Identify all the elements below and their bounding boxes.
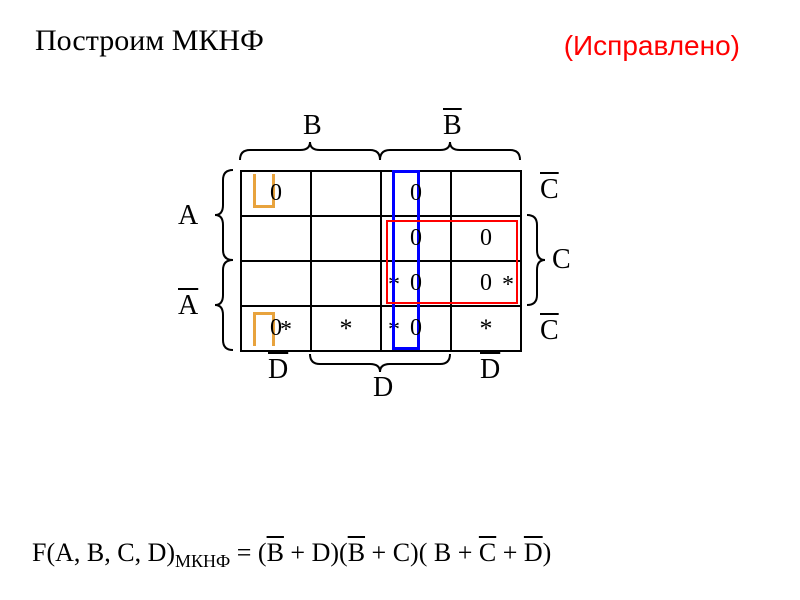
- cell-3-0: 0*: [241, 306, 311, 351]
- cell-2-3: 0*: [451, 261, 521, 306]
- cell-2-2: *0: [381, 261, 451, 306]
- label-cbar-top: C: [540, 174, 559, 206]
- kmap-table: 0 0 0 0 *0 0* 0* * *0 *: [240, 170, 522, 352]
- cell-3-3: *: [451, 306, 521, 351]
- label-dbar-right: D: [480, 354, 500, 386]
- cell-0-0: 0: [241, 171, 311, 216]
- cell-1-0: [241, 216, 311, 261]
- brace-left-a: [215, 170, 235, 265]
- cell-2-0: [241, 261, 311, 306]
- cell-0-1: [311, 171, 381, 216]
- formula-sub: МКНФ: [175, 551, 230, 571]
- formula-func: F(A, B, C, D): [32, 538, 175, 567]
- label-b: B: [303, 110, 322, 142]
- cell-1-2: 0: [381, 216, 451, 261]
- karnaugh-map: B B A A C C C D D D 0 0: [160, 130, 640, 410]
- cell-3-1: *: [311, 306, 381, 351]
- brace-top-bbar: [380, 142, 520, 167]
- label-d: D: [373, 372, 393, 404]
- page-title: Построим МКНФ: [35, 24, 264, 58]
- brace-top-b: [240, 142, 380, 167]
- label-abar: A: [178, 290, 198, 322]
- label-bbar: B: [443, 110, 462, 142]
- cell-0-2: 0: [381, 171, 451, 216]
- cell-3-2: *0: [381, 306, 451, 351]
- brace-right-c: [525, 215, 545, 310]
- label-c: C: [552, 244, 571, 276]
- label-cbar-bot: C: [540, 315, 559, 347]
- cell-1-3: 0: [451, 216, 521, 261]
- cell-2-1: [311, 261, 381, 306]
- label-a: A: [178, 200, 198, 232]
- cell-0-3: [451, 171, 521, 216]
- brace-left-abar: [215, 260, 235, 355]
- label-dbar-left: D: [268, 354, 288, 386]
- corrected-note: (Исправлено): [564, 30, 740, 62]
- formula: F(A, B, C, D)МКНФ = (B + D)(B + C)( B + …: [32, 538, 551, 572]
- cell-1-1: [311, 216, 381, 261]
